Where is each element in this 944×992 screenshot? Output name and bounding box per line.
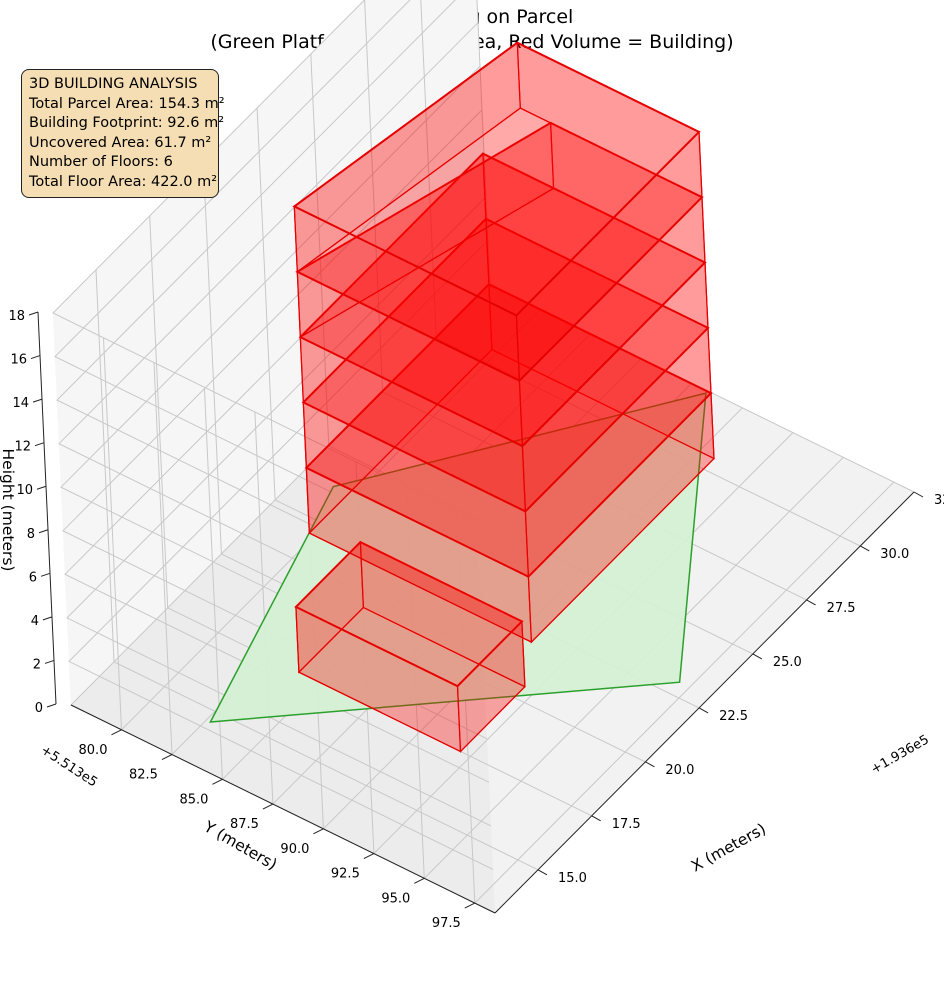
floor-top	[294, 540, 524, 688]
info-line: Total Floor Area: 422.0 m²	[29, 173, 218, 190]
tick-labels: 15.0 17.5 20.0 22.5 25.0 27.5 30.0 32.5 80.0 82.5…	[8, 309, 944, 931]
z-tick	[36, 485, 47, 490]
z-tick	[44, 659, 55, 664]
z-tick	[30, 355, 41, 360]
z-tick-label: 8	[27, 527, 35, 542]
y-tick	[262, 803, 274, 810]
z-tick-label: 10	[16, 483, 33, 498]
z-tick-label: 0	[35, 701, 43, 716]
x-tick-label: 15.0	[558, 871, 587, 886]
z-tick-label: 6	[29, 570, 37, 585]
x-axis-label: X (meters)	[688, 820, 769, 876]
info-line: Uncovered Area: 61.7 m²	[29, 134, 212, 151]
z-tick-label: 14	[12, 396, 29, 411]
y-tick-label: 85.0	[179, 792, 208, 807]
chart-marks	[209, 41, 716, 753]
z-tick	[38, 529, 49, 534]
x-tick	[752, 653, 763, 660]
x-tick	[860, 545, 870, 552]
y-tick	[363, 853, 375, 860]
y-tick	[111, 729, 122, 736]
x-tick-label: 30.0	[880, 547, 909, 562]
x-tick	[645, 761, 655, 768]
y-tick	[464, 902, 476, 909]
z-axis-line	[37, 311, 57, 705]
x-tick	[806, 599, 816, 606]
info-line: Total Parcel Area: 154.3 m²	[29, 95, 225, 112]
y-tick	[161, 754, 173, 760]
x-tick	[537, 869, 548, 876]
floor-bottom	[299, 187, 707, 447]
y-tick	[414, 877, 425, 884]
y-tick-label: 87.5	[230, 817, 259, 832]
info-line: Building Footprint: 92.6 m²	[29, 115, 225, 131]
floor-bottom	[296, 107, 704, 382]
z-tick	[32, 398, 43, 403]
grid-line-z	[52, 0, 478, 522]
x-tick-label: 17.5	[612, 817, 641, 832]
z-tick-label: 12	[14, 440, 31, 455]
y-tick	[313, 828, 324, 835]
info-line: Number of Floors: 6	[29, 154, 173, 170]
z-tick	[46, 703, 57, 708]
z-axis-label: Height (meters)	[0, 449, 17, 572]
y-tick-label: 95.0	[381, 891, 410, 906]
y-tick-label: 97.5	[432, 916, 461, 931]
z-tick-label: 16	[10, 353, 27, 368]
x-axis-offset: +1.936e5	[869, 732, 932, 777]
x-axis-line	[494, 491, 915, 914]
x-tick-label: 27.5	[827, 601, 856, 616]
right-wall-pane	[53, 0, 490, 705]
x-tick-label: 32.5	[934, 493, 944, 508]
x-tick	[698, 707, 709, 714]
z-tick-label: 18	[8, 309, 25, 324]
x-tick-label: 20.0	[665, 763, 694, 778]
y-tick-label: 82.5	[129, 768, 158, 783]
axis-lines	[28, 311, 924, 914]
y-tick	[212, 778, 223, 785]
z-tick	[40, 572, 51, 577]
info-heading: 3D BUILDING ANALYSIS	[29, 76, 198, 92]
analysis-info-box: 3D BUILDING ANALYSIS Total Parcel Area: …	[21, 69, 225, 198]
y-tick-label: 92.5	[331, 867, 360, 882]
z-tick-label: 4	[31, 614, 39, 629]
floor-top	[292, 41, 701, 317]
z-tick-label: 2	[33, 657, 41, 672]
z-tick	[42, 616, 53, 621]
x-tick-label: 22.5	[719, 709, 748, 724]
x-tick-label: 25.0	[773, 655, 802, 670]
x-tick	[591, 815, 601, 822]
z-tick	[28, 311, 39, 316]
z-tick	[34, 442, 45, 447]
parcel-platform	[209, 392, 707, 723]
grid-line-z	[68, 240, 494, 870]
x-tick	[913, 491, 924, 498]
y-tick-label: 90.0	[280, 842, 309, 857]
grid-line-z	[66, 196, 492, 827]
y-tick-label: 80.0	[79, 743, 108, 758]
building-floor	[292, 41, 704, 383]
